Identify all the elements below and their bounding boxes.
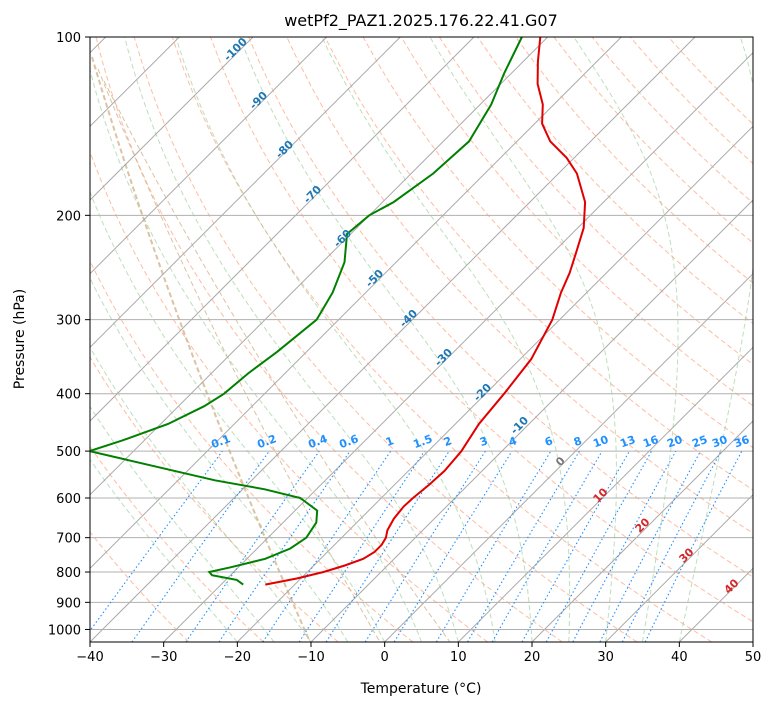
plot-area [90,37,753,642]
x-tick-label: 30 [597,650,614,665]
x-tick-label: 20 [524,650,541,665]
y-tick-label: 700 [56,532,81,547]
x-tick-label: 0 [381,650,389,665]
y-tick-label: 600 [56,492,81,507]
chart-title: wetPf2_PAZ1.2025.176.22.41.G07 [284,11,558,31]
y-tick-label: 1000 [48,623,81,638]
y-axis-label: Pressure (hPa) [12,289,28,389]
y-tick-label: 900 [56,596,81,611]
y-tick-label: 200 [56,209,81,224]
y-tick-label: 500 [56,445,81,460]
x-tick-label: −30 [150,650,177,665]
plot-background [90,37,753,642]
x-tick-label: −20 [224,650,251,665]
x-tick-label: 10 [450,650,467,665]
x-axis-label: Temperature (°C) [360,681,482,697]
y-tick-label: 300 [56,314,81,329]
x-tick-label: −10 [297,650,324,665]
isotherm-line [753,37,775,642]
y-tick-label: 400 [56,388,81,403]
x-tick-label: 50 [745,650,762,665]
y-tick-label: 100 [56,31,81,46]
y-tick-label: 800 [56,566,81,581]
x-tick-label: −40 [76,650,103,665]
x-tick-label: 40 [671,650,688,665]
